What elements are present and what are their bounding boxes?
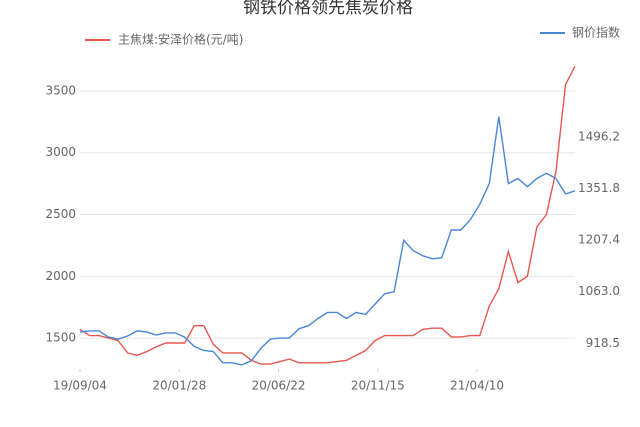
- x-tick-label: 20/01/28: [152, 379, 206, 393]
- y2-tick-label: 1351.8: [578, 181, 620, 195]
- y-tick-label: 3500: [45, 83, 76, 97]
- x-tick-label: 20/06/22: [252, 379, 306, 393]
- line-series: [79, 65, 576, 365]
- y2-tick-label: 1063.0: [578, 284, 620, 298]
- line-series: [79, 116, 576, 366]
- y2-tick-label: 1496.2: [578, 130, 620, 144]
- x-tick-label: 20/11/15: [351, 379, 405, 393]
- y-tick-label: 2000: [45, 269, 76, 283]
- x-tick-label: 19/09/04: [53, 379, 107, 393]
- x-tick-label: 21/04/10: [450, 379, 504, 393]
- y2-tick-label: 1207.4: [578, 233, 620, 247]
- legend-label: 钢价指数: [572, 25, 620, 40]
- y-tick-label: 3000: [45, 145, 76, 159]
- y-tick-label: 2500: [45, 207, 76, 221]
- chart-title: 钢铁价格领先焦炭价格: [243, 0, 413, 18]
- y2-tick-label: 918.5: [586, 336, 620, 350]
- y-tick-label: 1500: [45, 331, 76, 345]
- legend-label: 主焦煤:安泽价格(元/吨): [118, 32, 243, 47]
